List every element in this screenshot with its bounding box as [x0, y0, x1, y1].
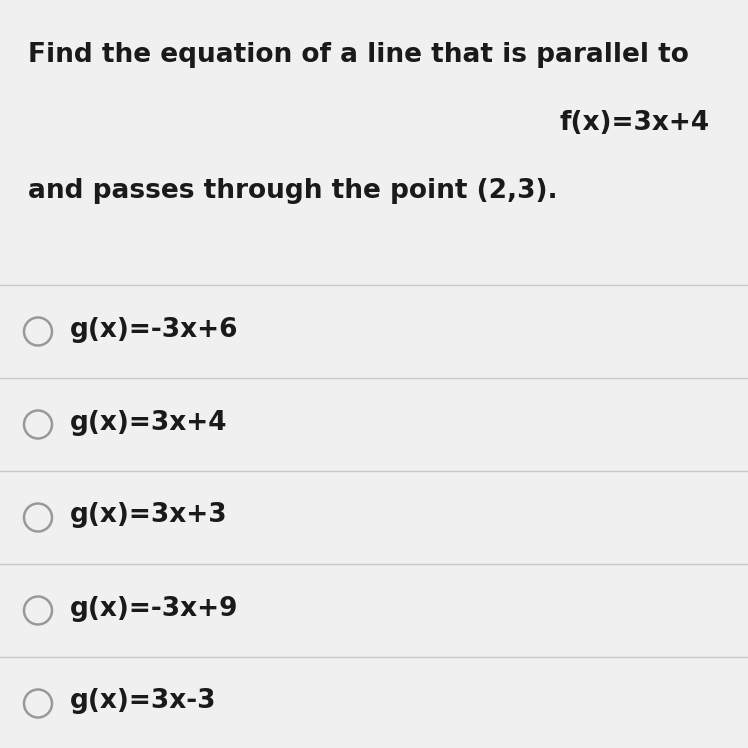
- Text: Find the equation of a line that is parallel to: Find the equation of a line that is para…: [28, 42, 689, 68]
- Text: g(x)=3x+3: g(x)=3x+3: [70, 503, 227, 529]
- Text: f(x)=3x+4: f(x)=3x+4: [560, 110, 710, 136]
- Text: g(x)=3x+4: g(x)=3x+4: [70, 409, 227, 435]
- Text: g(x)=-3x+9: g(x)=-3x+9: [70, 595, 239, 622]
- Text: and passes through the point (2,3).: and passes through the point (2,3).: [28, 178, 557, 204]
- Text: g(x)=-3x+6: g(x)=-3x+6: [70, 316, 239, 343]
- Text: g(x)=3x-3: g(x)=3x-3: [70, 688, 216, 714]
